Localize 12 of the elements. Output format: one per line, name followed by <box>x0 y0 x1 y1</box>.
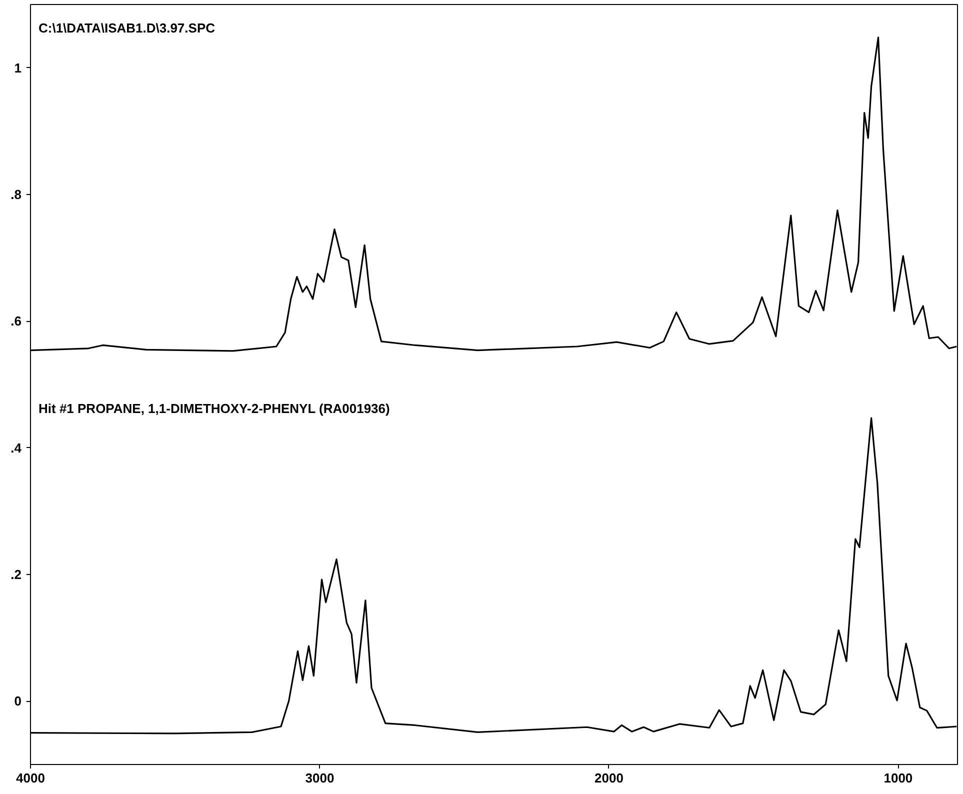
annotation: C:\1\DATA\ISAB1.D\3.97.SPC <box>38 20 216 36</box>
y-tick-label: .8 <box>10 187 22 202</box>
y-tick-label: .6 <box>10 314 22 329</box>
x-tick-label: 1000 <box>884 770 913 786</box>
y-tick-label: 1 <box>14 60 22 76</box>
y-tick-label: .4 <box>10 440 22 456</box>
annotation: Hit #1 PROPANE, 1,1-DIMETHOXY-2-PHENYL (RA001936) <box>38 401 390 416</box>
y-tick-label: 0 <box>14 694 22 709</box>
x-tick-label: 4000 <box>16 770 45 786</box>
x-tick-label: 2000 <box>594 770 624 786</box>
y-tick-label: .2 <box>10 567 22 582</box>
x-tick-label: 3000 <box>305 770 334 786</box>
